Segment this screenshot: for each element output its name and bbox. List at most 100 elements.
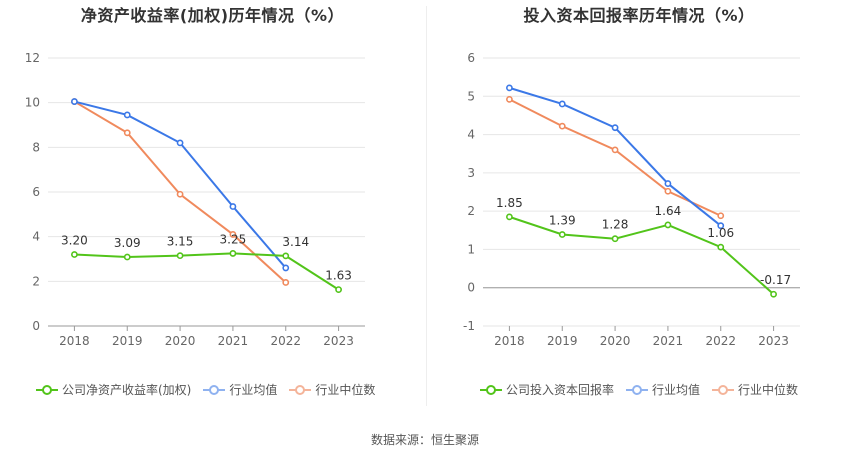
roic-chart-panel: 投入资本回报率历年情况（%） -1 0 1 2 3 4 5 6 2018 2019 2020 2021…: [428, 0, 850, 420]
data-label: 3.14: [282, 235, 309, 249]
data-point-industry_median: [664, 187, 672, 195]
y-tick-label: 2: [32, 274, 40, 288]
x-tick-label: 2018: [59, 334, 90, 348]
data-point-industry_avg: [717, 222, 725, 230]
y-tick-label: 4: [467, 128, 475, 142]
y-tick-label: 2: [467, 204, 475, 218]
legend-swatch-company: [36, 384, 58, 396]
data-point-industry_median: [123, 129, 131, 137]
data-label: 1.28: [602, 218, 629, 232]
legend-label-company-roe: 公司净资产收益率(加权): [62, 383, 192, 397]
x-tick-label: 2020: [165, 334, 196, 348]
y-tick-label: 6: [32, 185, 40, 199]
data-point-industry_avg: [71, 98, 78, 105]
data-point-industry_median: [717, 212, 725, 220]
data-point-industry_median: [558, 122, 566, 130]
legend-item-industry-median[interactable]: 行业中位数: [712, 381, 798, 398]
y-tick-label: 8: [32, 140, 40, 154]
x-tick-label: 2022: [705, 334, 736, 348]
data-label: 3.20: [61, 234, 88, 248]
data-point-industry_median: [229, 231, 237, 238]
data-point-company: [717, 243, 725, 251]
data-point-industry_avg: [176, 139, 184, 147]
y-tick-label: 4: [32, 230, 40, 244]
legend-label-industry-avg: 行业均值: [652, 383, 701, 397]
data-point-company: [664, 221, 672, 229]
data-label: 1.39: [549, 213, 576, 227]
legend-label-industry-avg: 行业均值: [229, 383, 278, 397]
legend-swatch-company: [480, 384, 502, 396]
x-tick-label: 2023: [758, 334, 789, 348]
data-point-industry_median: [506, 95, 513, 103]
roe-chart-plot: 0 2 4 6 8 10 12 2018 2019 2020 2021 2022 2023 3.20 3.0…: [25, 51, 365, 348]
y-tick-label: 3: [467, 166, 475, 180]
data-point-company: [282, 252, 290, 260]
data-point-company: [506, 213, 513, 221]
roic-chart-legend: 公司投入资本回报率 行业均值 行业中位数: [480, 381, 810, 398]
y-tick-label: 5: [467, 89, 475, 103]
data-source-note: 数据来源：恒生聚源: [370, 433, 479, 447]
y-tick-label: 1: [467, 242, 475, 256]
data-point-company: [229, 250, 237, 257]
x-tick-label: 2019: [547, 334, 578, 348]
data-point-company: [611, 235, 619, 243]
y-tick-label: 6: [467, 51, 475, 65]
data-point-industry_avg: [664, 180, 672, 187]
y-tick-label: -1: [463, 319, 475, 333]
legend-item-company-roe[interactable]: 公司净资产收益率(加权): [36, 381, 191, 398]
data-point-industry_avg: [229, 203, 237, 210]
data-label: 3.09: [114, 236, 141, 250]
legend-swatch-industry-median: [289, 384, 312, 396]
data-point-industry_median: [176, 190, 184, 198]
legend-item-company-roic[interactable]: 公司投入资本回报率: [480, 381, 614, 398]
data-point-industry_avg: [282, 264, 290, 272]
roe-chart-legend: 公司净资产收益率(加权) 行业均值 行业中位数: [36, 381, 387, 398]
data-point-company: [558, 231, 566, 238]
data-point-industry_median: [611, 146, 619, 154]
roic-chart-title: 投入资本回报率历年情况（%）: [523, 6, 755, 25]
x-tick-label: 2020: [600, 334, 631, 348]
x-tick-label: 2021: [218, 334, 249, 348]
data-point-industry_avg: [558, 100, 566, 108]
data-point-industry_avg: [123, 111, 131, 119]
legend-label-industry-median: 行业中位数: [315, 383, 376, 397]
series-line-industry_median: [508, 98, 722, 217]
legend-item-industry-median[interactable]: 行业中位数: [289, 381, 375, 398]
legend-swatch-industry-avg: [203, 384, 226, 396]
legend-item-industry-avg[interactable]: 行业均值: [203, 381, 277, 398]
x-tick-label: 2023: [323, 334, 354, 348]
data-label: 1.06: [707, 226, 734, 240]
legend-swatch-industry-median: [712, 384, 735, 396]
series-line-company: [509, 215, 775, 295]
data-point-company: [176, 252, 184, 260]
x-tick-label: 2018: [494, 334, 525, 348]
legend-item-industry-avg[interactable]: 行业均值: [626, 381, 700, 398]
data-label: -0.17: [760, 273, 791, 287]
roe-chart-title: 净资产收益率(加权)历年情况（%）: [80, 6, 345, 25]
data-point-industry_median: [282, 279, 290, 286]
series-line-company: [74, 252, 340, 291]
panel-divider: [426, 6, 427, 406]
legend-label-company-roic: 公司投入资本回报率: [506, 383, 615, 397]
data-point-company: [770, 290, 777, 298]
x-tick-label: 2021: [653, 334, 684, 348]
data-point-industry_avg: [611, 124, 619, 132]
data-point-company: [71, 251, 78, 258]
x-tick-label: 2022: [270, 334, 301, 348]
data-label: 1.64: [655, 204, 682, 218]
data-label: 1.85: [496, 196, 523, 210]
legend-label-industry-median: 行业中位数: [738, 383, 799, 397]
y-tick-label: 0: [32, 319, 40, 333]
data-point-company: [123, 253, 131, 261]
y-tick-label: 0: [467, 281, 475, 295]
data-label: 3.15: [167, 235, 194, 249]
roe-chart-panel: 净资产收益率(加权)历年情况（%） 0 2 4 6 8 10 12 2018 2019 2020 2…: [0, 0, 425, 420]
data-point-industry_avg: [506, 84, 513, 92]
x-tick-label: 2019: [112, 334, 143, 348]
y-tick-label: 10: [25, 96, 40, 110]
series-line-industry_avg: [509, 86, 722, 227]
data-label: 3.25: [220, 232, 247, 246]
roic-chart-plot: -1 0 1 2 3 4 5 6 2018 2019 2020 2021 2022 2023 1.85 1.3…: [463, 51, 800, 348]
legend-swatch-industry-avg: [626, 384, 649, 396]
y-tick-label: 12: [25, 51, 40, 65]
